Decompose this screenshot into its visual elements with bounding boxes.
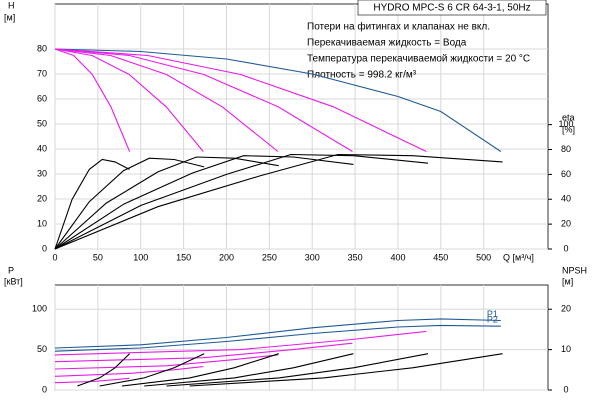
y2-tick-label: 80	[561, 144, 571, 154]
y-tick-label: 0	[42, 384, 47, 394]
curve	[54, 153, 429, 250]
x-tick-label: 300	[305, 252, 320, 262]
curve	[54, 48, 279, 152]
y2-tick-label: 20	[561, 219, 571, 229]
curve	[54, 156, 279, 250]
x-tick-label: 100	[133, 252, 148, 262]
title-box	[357, 0, 547, 16]
y2-axis-label: eta	[562, 112, 575, 122]
y-tick-label: 40	[37, 143, 47, 153]
y-tick-label: 10	[37, 218, 47, 228]
curve	[54, 318, 501, 349]
curve	[77, 353, 130, 387]
y2-tick-label: 0	[563, 384, 568, 394]
y-tick-label: 20	[37, 193, 47, 203]
x-axis-label: Q [м³/ч]	[503, 252, 534, 262]
curve	[121, 353, 279, 387]
x-tick-label: 450	[433, 252, 448, 262]
y-tick-label: 50	[37, 344, 47, 354]
x-tick-label: 350	[348, 252, 363, 262]
y-axis-label: H	[8, 0, 15, 10]
annotation: Перекачиваемая жидкость = Вода	[307, 38, 467, 49]
y-tick-label: 0	[42, 243, 47, 253]
curve	[54, 48, 353, 152]
series-label: P2	[487, 315, 498, 325]
curve	[54, 158, 130, 250]
x-tick-label: 200	[219, 252, 234, 262]
y-tick-label: 100	[32, 304, 47, 314]
y2-axis-unit: [м]	[562, 276, 573, 286]
chart-title: HYDRO MPC-S 6 CR 64-3-1, 50Hz	[373, 3, 530, 14]
curve	[144, 353, 354, 387]
curve	[54, 153, 503, 250]
x-tick-label: 0	[52, 252, 57, 262]
curve	[54, 48, 131, 152]
curve	[54, 157, 205, 250]
curve	[54, 330, 427, 356]
y-axis-unit: [м]	[4, 12, 15, 22]
annotation: Потери на фитингах и клапанах не вкл.	[307, 21, 490, 33]
y2-tick-label: 10	[561, 344, 571, 354]
x-tick-label: 400	[390, 252, 405, 262]
curve	[99, 353, 205, 387]
y2-axis-label: NPSH	[562, 265, 587, 275]
curve	[54, 155, 354, 250]
y-axis-unit: [кВт]	[4, 276, 23, 286]
y-tick-label: 50	[37, 118, 47, 128]
y2-tick-label: 100	[558, 119, 573, 129]
plot-area	[54, 284, 549, 391]
curve	[54, 48, 204, 152]
y-tick-label: 30	[37, 168, 47, 178]
y2-tick-label: 60	[561, 169, 571, 179]
y2-tick-label: 0	[563, 243, 568, 253]
y-tick-label: 60	[37, 93, 47, 103]
y2-tick-label: 20	[561, 304, 571, 314]
y-tick-label: 70	[37, 68, 47, 78]
curve	[54, 342, 353, 363]
series-label: P1	[487, 309, 498, 319]
annotation: Плотность = 998.2 кг/м³	[307, 70, 417, 81]
curve	[54, 366, 204, 377]
curve	[166, 353, 429, 387]
x-tick-label: 250	[262, 252, 277, 262]
curve	[54, 48, 427, 152]
annotation: Температура перекачиваемой жидкости = 20…	[307, 54, 530, 65]
y2-axis-unit: [%]	[562, 124, 575, 134]
curve	[54, 324, 501, 352]
y2-tick-label: 40	[561, 194, 571, 204]
x-tick-label: 500	[476, 252, 491, 262]
curve	[54, 48, 502, 152]
curve	[54, 354, 278, 370]
curve	[189, 353, 503, 387]
y-tick-label: 80	[37, 43, 47, 53]
y-axis-label: P	[8, 265, 14, 275]
plot-area	[54, 3, 549, 250]
curve	[54, 377, 130, 384]
x-tick-label: 50	[93, 252, 103, 262]
x-tick-label: 150	[176, 252, 191, 262]
